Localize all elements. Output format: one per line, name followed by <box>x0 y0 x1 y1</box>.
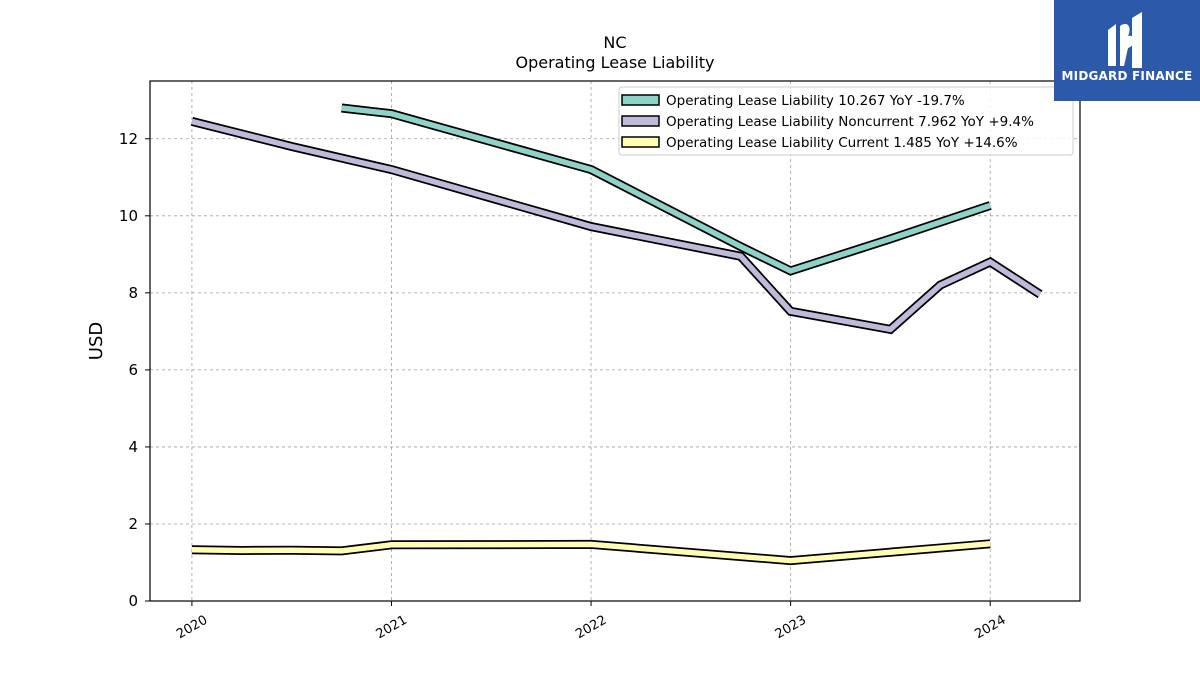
legend-label: Operating Lease Liability Current 1.485 … <box>666 135 1018 151</box>
chart-subtitle: Operating Lease Liability <box>515 53 714 72</box>
legend: Operating Lease Liability 10.267 YoY -19… <box>618 86 1074 156</box>
legend-swatch <box>621 94 660 106</box>
y-tick-label: 6 <box>128 361 138 379</box>
legend-label: Operating Lease Liability Noncurrent 7.9… <box>666 114 1034 130</box>
x-tick-label: 2020 <box>174 613 210 643</box>
y-tick-label: 2 <box>128 515 138 533</box>
x-tick-label: 2021 <box>374 613 410 643</box>
brand-logo: MIDGARD FINANCE <box>1054 0 1200 101</box>
y-axis-label: USD <box>86 322 107 360</box>
midgard-logo-icon <box>1108 12 1142 68</box>
x-tick-label: 2024 <box>972 613 1008 643</box>
series-layer <box>190 103 1043 566</box>
series-line <box>341 105 992 274</box>
series-1 <box>341 103 992 276</box>
y-tick-label: 10 <box>119 207 138 225</box>
y-tick-label: 12 <box>119 130 138 148</box>
y-axis: 0 2 4 6 8 10 12 <box>119 130 150 610</box>
legend-box <box>618 86 1074 156</box>
brand-name: MIDGARD FINANCE <box>1061 69 1193 83</box>
series-3 <box>191 539 991 566</box>
y-tick-label: 4 <box>128 438 138 456</box>
chart-title: NC <box>603 33 626 52</box>
legend-swatch <box>621 115 660 127</box>
x-tick-label: 2023 <box>773 613 809 643</box>
x-tick-label: 2022 <box>573 613 609 643</box>
series-2 <box>190 117 1043 335</box>
series-line <box>191 118 1042 333</box>
y-tick-label: 0 <box>128 592 138 610</box>
legend-label: Operating Lease Liability 10.267 YoY -19… <box>666 93 965 109</box>
x-axis: 2020 2021 2022 2023 2024 <box>174 601 1009 643</box>
series-line <box>191 541 991 564</box>
plot-frame <box>149 80 1081 602</box>
legend-swatch <box>621 136 660 148</box>
y-tick-label: 8 <box>128 284 138 302</box>
grid-lines <box>150 81 1080 602</box>
